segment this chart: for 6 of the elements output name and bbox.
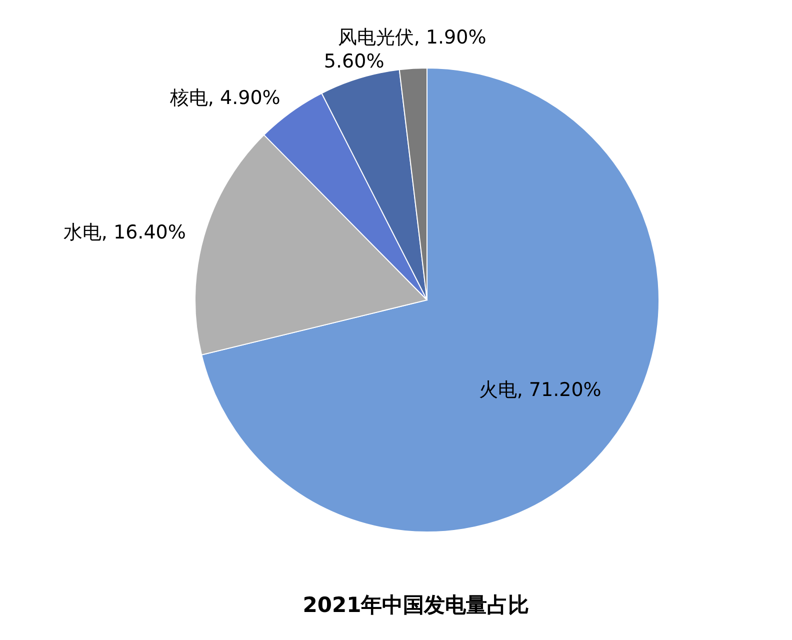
text: 2021年中国发电量占比 — [302, 593, 530, 617]
slice-label: 火电, 71.20% — [478, 378, 602, 401]
data-label: 5.60% — [324, 50, 384, 72]
slice-label: 风电光伏, 1.90% — [338, 26, 486, 48]
slice-label: 核电, 4.90% — [168, 86, 280, 109]
slice-label: 水电, 16.40% — [63, 222, 186, 244]
